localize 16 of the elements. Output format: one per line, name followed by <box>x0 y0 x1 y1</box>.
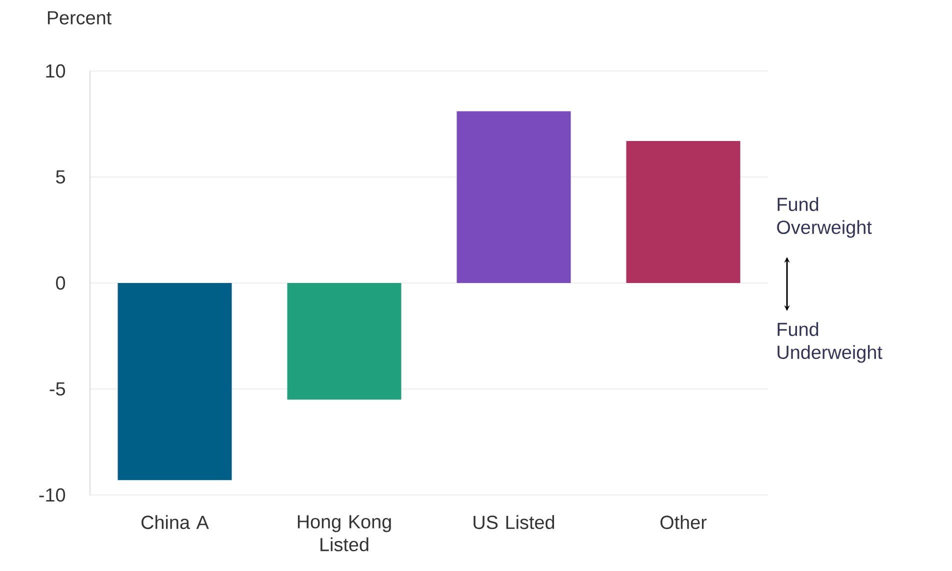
text: Fund Overweight <box>777 197 872 238</box>
y-tick-label: 0 <box>56 276 66 290</box>
x-tick-label: China A <box>142 515 209 530</box>
y-tick-label: -10 <box>39 488 66 502</box>
y-tick-label: 10 <box>46 64 66 78</box>
y-tick-label: -5 <box>50 382 66 396</box>
bar <box>118 282 232 480</box>
y-axis-title: Percent <box>48 11 112 24</box>
bar <box>456 111 571 283</box>
x-tick-label: Other <box>660 515 707 530</box>
bar <box>287 282 402 400</box>
text: Fund Underweight <box>778 322 882 363</box>
y-tick-label: 5 <box>56 170 66 184</box>
x-tick-label: Hong Kong Listed <box>298 515 391 552</box>
bar <box>626 140 740 283</box>
x-tick-label: US Listed <box>474 515 554 530</box>
